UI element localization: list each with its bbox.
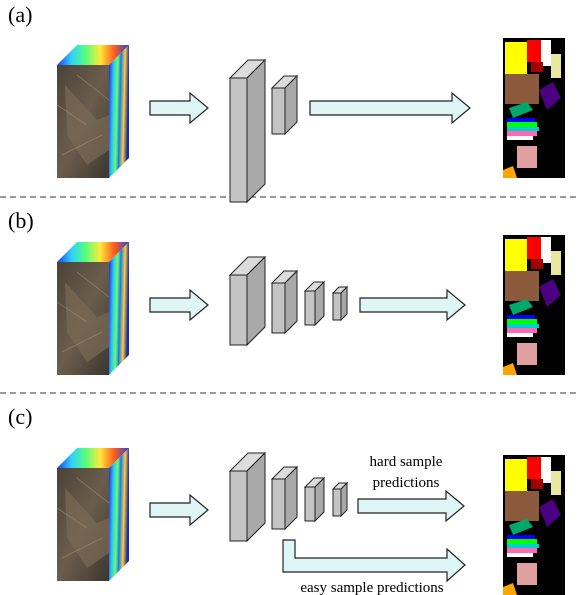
layer-front [272,88,285,134]
arrow [360,290,465,320]
input-cube [57,45,129,178]
output-map [503,455,565,595]
arrow [150,495,208,525]
easy-label: easy sample predictions [300,580,443,595]
layer-front [272,283,285,333]
input-cube [57,242,129,375]
panel-label: (c) [8,404,32,429]
layer-side [247,60,265,202]
figure: (a) (b) (c) hard sample predictions easy… [0,0,579,595]
layer-front [333,489,341,516]
arrow [283,540,465,581]
layer-front [230,471,247,541]
input-cube [57,448,129,581]
arrow [150,290,208,320]
hard-label: predictions [373,475,440,491]
layer-side [341,287,347,320]
arrow [150,93,208,123]
arrow [358,491,464,521]
arrow [310,93,470,123]
layer-front [305,291,315,325]
layer-front [305,487,315,521]
hard-label: hard sample [370,454,443,470]
layer-front [272,479,285,529]
layer-front [333,293,341,320]
layer-front [230,275,247,345]
panel-label: (a) [8,2,32,27]
panel-label: (b) [8,208,34,233]
output-map [503,38,565,178]
layer-side [341,483,347,516]
output-map [503,235,565,375]
layer-front [230,78,247,202]
